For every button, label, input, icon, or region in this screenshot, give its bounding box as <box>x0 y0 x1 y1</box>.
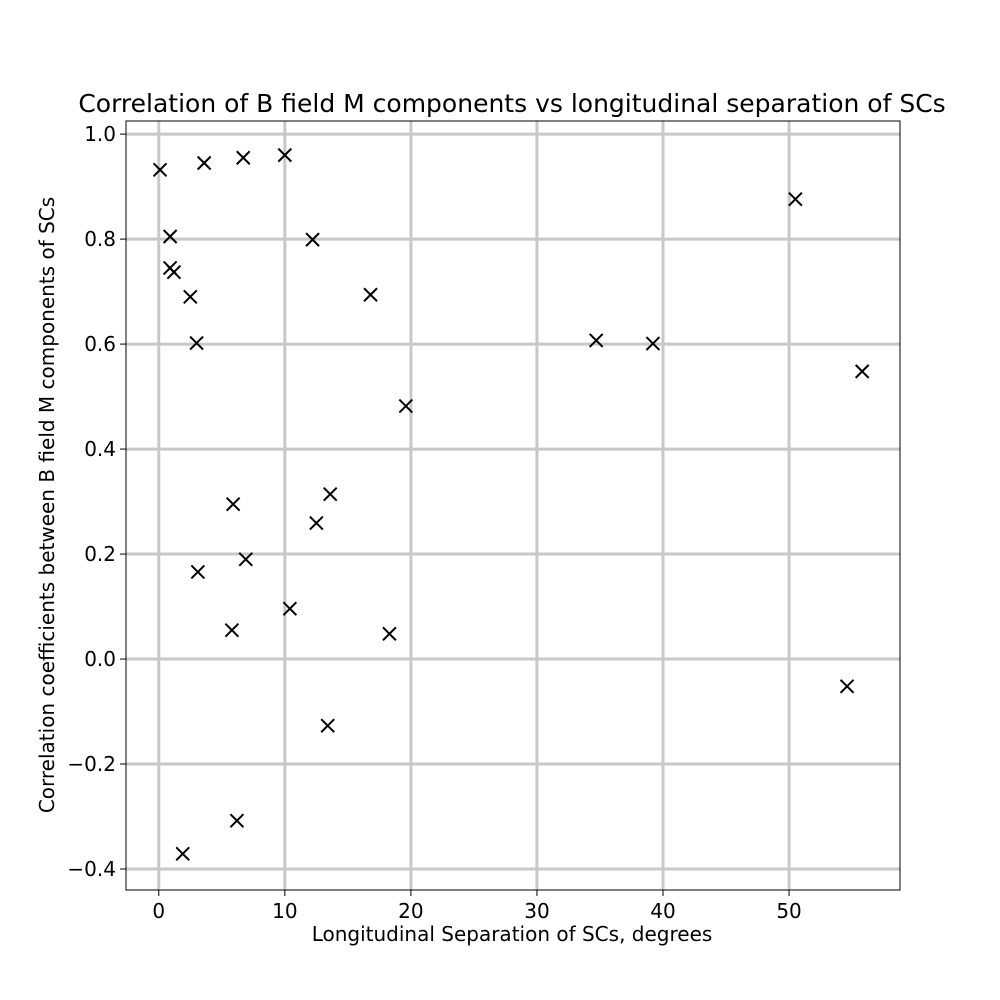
y-tick-label: 0.0 <box>84 647 116 671</box>
data-point-marker <box>152 162 168 178</box>
x-tick-label: 40 <box>650 899 675 923</box>
x-tick-label: 30 <box>524 899 549 923</box>
data-point-marker <box>277 147 293 163</box>
y-tick-label: −0.2 <box>67 752 116 776</box>
x-axis-ticks: 0 10 20 30 40 50 <box>152 890 802 923</box>
data-point-marker <box>320 718 335 733</box>
y-tick-label: 0.2 <box>84 542 116 566</box>
plot-frame <box>125 120 901 891</box>
data-point-marker <box>166 264 182 280</box>
y-axis-ticks: −0.4 −0.2 0.0 0.2 0.4 0.6 0.8 1.0 <box>67 122 126 881</box>
x-tick-label: 20 <box>398 899 423 923</box>
data-point-marker <box>305 232 320 247</box>
data-points <box>152 147 870 861</box>
data-point-marker <box>190 564 206 580</box>
data-point-marker <box>282 601 298 616</box>
data-point-marker <box>175 846 190 861</box>
data-point-marker <box>309 515 324 531</box>
grid-lines <box>126 121 900 890</box>
data-point-marker <box>645 336 661 351</box>
data-point-marker <box>398 398 414 414</box>
y-tick-label: 0.6 <box>84 332 116 356</box>
data-point-marker <box>224 622 240 638</box>
data-point-marker <box>363 287 378 302</box>
x-axis-label: Longitudinal Separation of SCs, degrees <box>312 922 713 946</box>
y-tick-label: 1.0 <box>84 122 116 146</box>
x-tick-label: 0 <box>152 899 165 923</box>
y-tick-label: −0.4 <box>67 857 116 881</box>
data-point-marker <box>323 487 338 502</box>
data-point-marker <box>238 552 253 567</box>
data-point-marker <box>225 496 241 512</box>
data-point-marker <box>189 335 204 351</box>
y-tick-label: 0.8 <box>84 227 116 251</box>
data-point-marker <box>162 229 178 244</box>
data-point-marker <box>839 679 855 694</box>
chart-title: Correlation of B field M components vs l… <box>78 89 945 118</box>
data-point-marker <box>236 150 251 165</box>
data-point-marker <box>196 155 212 171</box>
y-axis-label: Correlation coefficients between B field… <box>35 197 59 813</box>
data-point-marker <box>854 364 870 379</box>
data-point-marker <box>183 289 198 305</box>
data-point-marker <box>229 813 245 828</box>
data-point-marker <box>788 192 803 207</box>
y-tick-label: 0.4 <box>84 437 116 461</box>
x-tick-label: 50 <box>776 899 801 923</box>
data-point-marker <box>382 626 397 642</box>
data-point-marker <box>588 333 604 348</box>
x-tick-label: 10 <box>272 899 297 923</box>
